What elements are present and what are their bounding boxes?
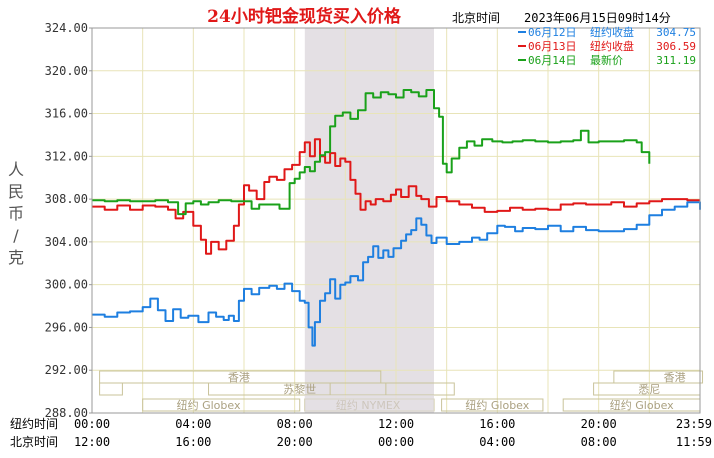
y-tick-label: 320.00 (45, 64, 88, 78)
y-tick-label: 300.00 (45, 278, 88, 292)
market-label-bottom: 纽约 Globex (177, 398, 241, 412)
timestamp: 2023年06月15日09时14分 (524, 11, 671, 25)
series-lines (92, 89, 701, 347)
market-label-bottom: 纽约 Globex (465, 398, 529, 412)
x-tick-label: 12:00 (378, 417, 414, 431)
market-label-top: 香港 (664, 371, 686, 384)
beijing-time-label: 北京时间 (452, 11, 500, 25)
x-tick-label: 16:00 (479, 417, 515, 431)
x-row-label: 纽约时间 (10, 416, 58, 431)
x-tick-label: 04:00 (175, 417, 211, 431)
legend-label: 纽约收盘 (590, 39, 634, 53)
y-axis-label-char: 民 (8, 182, 24, 201)
x-tick-label: 16:00 (175, 435, 211, 449)
x-tick-label: 04:00 (479, 435, 515, 449)
nymex-band (304, 28, 434, 413)
x-tick-label: 11:59 (676, 435, 712, 449)
nymex-session-shading (304, 28, 434, 413)
legend: 06月12日 纽约收盘 304.75 06月13日 纽约收盘 306.59 06月14日 最新… (518, 25, 696, 67)
y-tick-label: 296.00 (45, 320, 88, 334)
plot-frame (91, 27, 701, 414)
x-tick-label: 00:00 (74, 417, 110, 431)
y-axis-label-char: 克 (8, 248, 24, 267)
series-line-06月13日 (92, 138, 700, 255)
y-axis-label-char: 币 (8, 204, 24, 223)
legend-label: 纽约收盘 (590, 25, 634, 39)
market-bar-top (613, 370, 704, 384)
y-tick-labels: 324.00 320.00 316.00 312.00 308.00 304.00 300.… (45, 21, 92, 420)
y-tick-label: 288.00 (45, 406, 88, 420)
x-tick-label: 20:00 (277, 435, 313, 449)
x-tick-label: 23:59 (676, 417, 712, 431)
legend-series-name: 06月13日 (528, 40, 577, 53)
y-axis-label-char: / (13, 226, 19, 245)
legend-series-name: 06月14日 (528, 54, 577, 67)
legend-label: 最新价 (590, 53, 623, 67)
y-axis-label-char: 人 (8, 160, 24, 179)
series-line-06月14日 (92, 89, 651, 216)
series-line-06月12日 (92, 201, 701, 347)
legend-series-name: 06月12日 (528, 26, 577, 39)
x-tick-label: 12:00 (74, 435, 110, 449)
legend-value: 311.19 (656, 54, 696, 67)
x-tick-label: 08:00 (277, 417, 313, 431)
y-tick-label: 308.00 (45, 192, 88, 206)
market-label-top: 香港 (228, 371, 250, 384)
y-tick-label: 292.00 (45, 363, 88, 377)
market-bar-bottom (142, 398, 301, 412)
grid (91, 27, 701, 414)
market-label-top: 苏黎世 (283, 382, 316, 396)
legend-value: 306.59 (656, 40, 696, 53)
y-tick-label: 304.00 (45, 235, 88, 249)
nymex-session-box (304, 395, 434, 413)
x-tick-labels: 纽约时间 00:00 04:00 08:00 12:00 16:00 20:00 23:59 北… (10, 416, 712, 449)
x-row-label: 北京时间 (10, 435, 58, 449)
market-bar-top (99, 382, 123, 396)
market-bar-top (208, 382, 387, 396)
y-tick-label: 316.00 (45, 107, 88, 121)
x-tick-label: 00:00 (378, 435, 414, 449)
y-tick-label: 312.00 (45, 149, 88, 163)
market-label-top: 悉尼 (638, 383, 660, 396)
chart-title: 24小时钯金现货买入价格 (207, 6, 402, 27)
y-axis-label: 人民币 / 克 (8, 160, 24, 267)
x-tick-label: 08:00 (581, 435, 617, 449)
plot-border (91, 27, 701, 414)
market-label-bottom: 纽约 Globex (610, 398, 674, 412)
market-bar-bottom (441, 398, 544, 412)
y-tick-label: 324.00 (45, 21, 88, 35)
legend-value: 304.75 (656, 26, 696, 39)
x-tick-label: 20:00 (581, 417, 617, 431)
